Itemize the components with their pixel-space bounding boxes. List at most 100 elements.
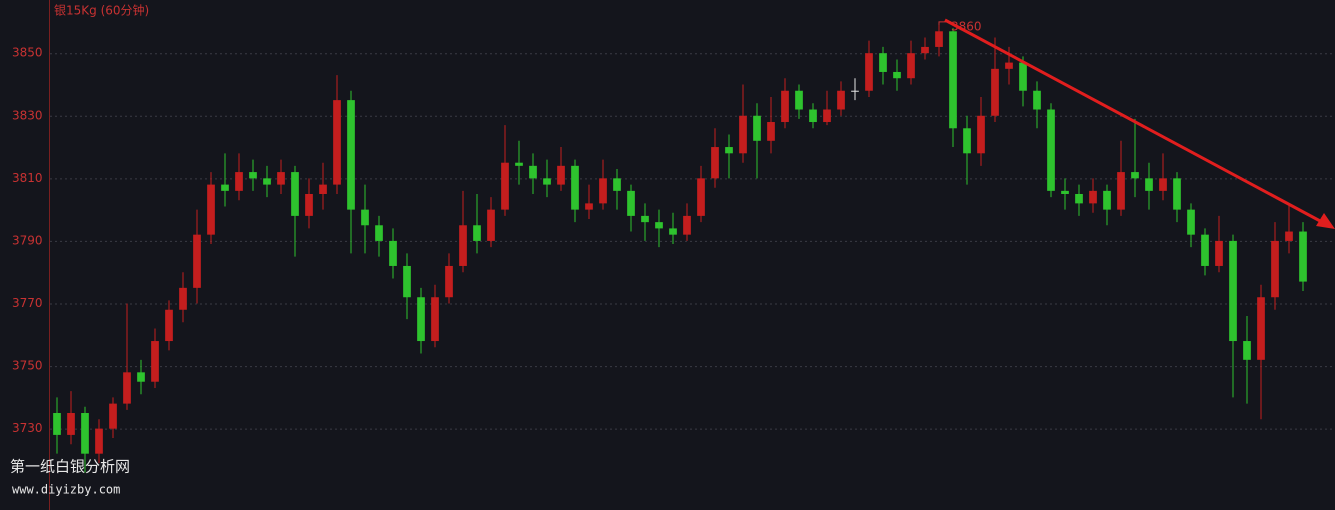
- candle-body: [865, 53, 873, 91]
- candle-body: [1131, 172, 1139, 179]
- plot: 3730 3750 3770 3790 3810 3830 3850 3860: [12, 19, 1335, 473]
- candle-body: [585, 203, 593, 210]
- y-tick-label: 3810: [12, 171, 43, 185]
- candle-body: [123, 372, 131, 404]
- candle-body: [81, 413, 89, 454]
- y-tick-label: 3790: [12, 233, 43, 247]
- candle-body: [249, 172, 257, 179]
- candle-body: [781, 90, 789, 123]
- y-tick-label: 3730: [12, 421, 43, 435]
- candle-body: [375, 225, 383, 241]
- candle-body: [907, 53, 915, 79]
- candle-body: [347, 100, 355, 210]
- candle-body: [1243, 341, 1251, 360]
- candle-body: [1089, 190, 1097, 204]
- candle-body: [795, 90, 803, 110]
- candle-body: [739, 115, 747, 154]
- candle-body: [1005, 62, 1013, 69]
- candle-body: [697, 178, 705, 216]
- candle-body: [879, 53, 887, 72]
- candle-body: [809, 109, 817, 123]
- candle-body: [1173, 178, 1181, 210]
- candle-body: [963, 128, 971, 154]
- candle-body: [67, 413, 75, 435]
- candle-body: [711, 147, 719, 179]
- y-tick-label: 3850: [12, 46, 43, 60]
- candle-body: [207, 184, 215, 235]
- candle-body: [277, 172, 285, 185]
- trend-line: [944, 18, 1323, 224]
- candle-body: [991, 68, 999, 116]
- y-tick-label: 3830: [12, 108, 43, 122]
- candle-body: [1285, 231, 1293, 241]
- candle-body: [599, 178, 607, 204]
- candle-body: [1229, 240, 1237, 342]
- candle-body: [1187, 209, 1195, 235]
- candle-body: [417, 297, 425, 342]
- candle-body: [179, 287, 187, 310]
- candle-body: [627, 190, 635, 216]
- candle-body: [515, 162, 523, 166]
- candle-body: [501, 162, 509, 210]
- candle-body: [1159, 178, 1167, 191]
- candle-body: [613, 178, 621, 191]
- candle-body: [151, 341, 159, 382]
- candle-body: [641, 215, 649, 223]
- candle-body: [753, 115, 761, 141]
- candle-body: [305, 193, 313, 216]
- candle-body: [193, 234, 201, 288]
- watermark-url: www.diyizby.com: [12, 483, 120, 497]
- candle-body: [529, 165, 537, 179]
- candle-body: [571, 165, 579, 210]
- candle-body: [473, 225, 481, 241]
- candle-body: [319, 184, 327, 194]
- candle-body: [1201, 234, 1209, 266]
- candle-body: [977, 115, 985, 154]
- candle-body: [1299, 231, 1307, 282]
- candle-body: [1117, 172, 1125, 210]
- candle-body: [1103, 190, 1111, 210]
- candle-body: [487, 209, 495, 241]
- y-tick-label: 3750: [12, 359, 43, 373]
- candle-body: [851, 90, 859, 92]
- watermark-title: 第一纸白银分析网: [10, 458, 130, 476]
- y-tick-label: 3770: [12, 296, 43, 310]
- candle-body: [291, 172, 299, 216]
- candle-body: [823, 109, 831, 123]
- candle-body: [1271, 240, 1279, 298]
- candle-body: [389, 240, 397, 266]
- candle-body: [445, 265, 453, 298]
- candle-body: [935, 31, 943, 47]
- candle-body: [893, 71, 901, 79]
- candle-body: [669, 228, 677, 235]
- candle-body: [1061, 190, 1069, 194]
- candle-body: [1075, 193, 1083, 204]
- candle-body: [921, 46, 929, 54]
- trend-arrowhead: [1316, 213, 1335, 229]
- candle-body: [1047, 109, 1055, 191]
- candle-body: [165, 309, 173, 342]
- candle-body: [95, 428, 103, 454]
- candle-body: [361, 209, 369, 226]
- chart-title: 银15Kg (60分钟): [54, 3, 149, 18]
- candle-body: [403, 265, 411, 298]
- candle-body: [137, 372, 145, 382]
- candle-body: [1019, 62, 1027, 91]
- candle-body: [837, 90, 845, 110]
- candle-body: [459, 225, 467, 266]
- candle-body: [109, 403, 117, 429]
- candle-body: [683, 215, 691, 235]
- candle-body: [655, 222, 663, 229]
- max-label: 3860: [951, 19, 982, 33]
- candle-body: [1145, 178, 1153, 191]
- candle-body: [543, 178, 551, 185]
- candle-body: [1257, 297, 1265, 360]
- candle-body: [949, 31, 957, 129]
- candle-body: [431, 297, 439, 342]
- candle-body: [767, 122, 775, 141]
- candle-body: [263, 178, 271, 185]
- candle-body: [235, 172, 243, 191]
- candle-body: [333, 100, 341, 185]
- candle-body: [53, 413, 61, 435]
